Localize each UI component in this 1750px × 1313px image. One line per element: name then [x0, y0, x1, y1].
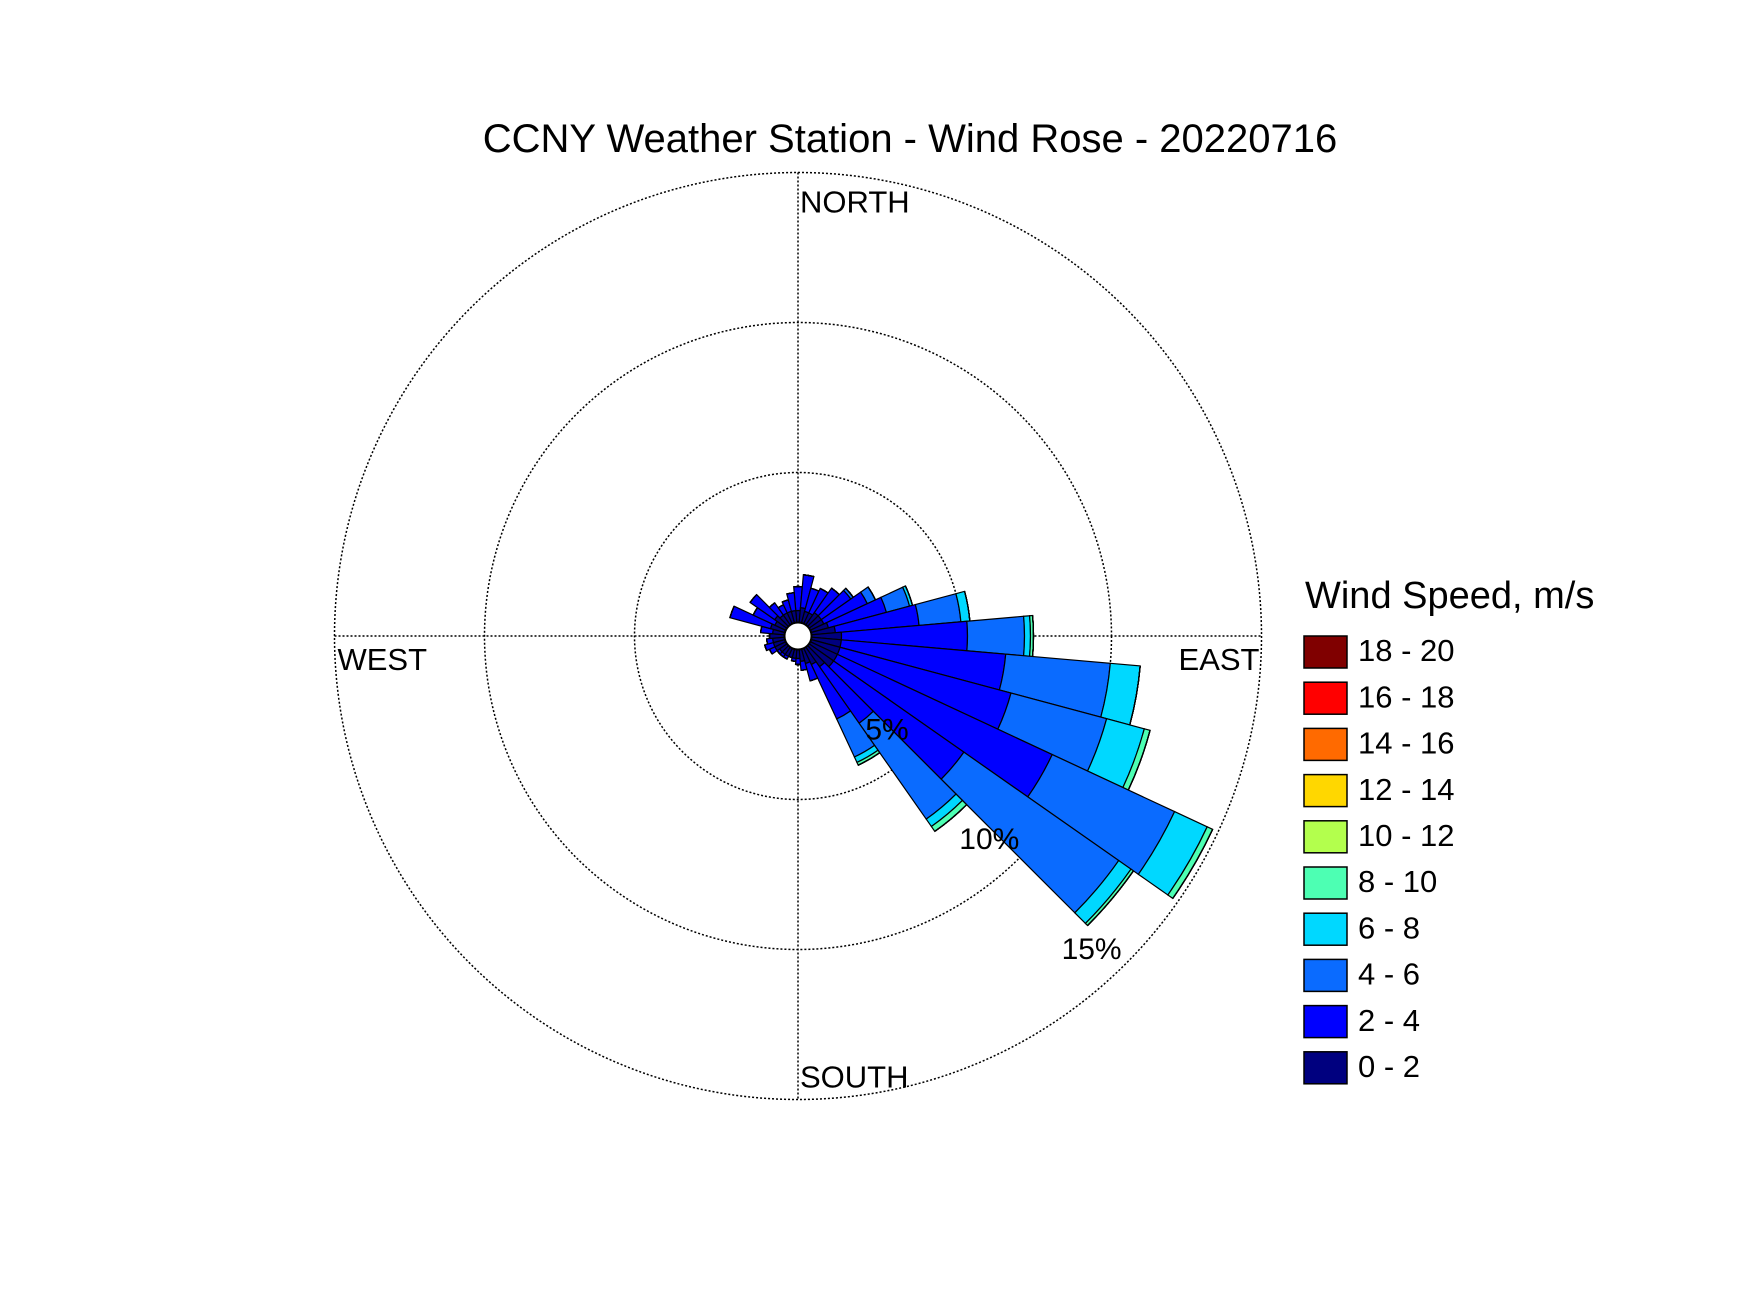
legend-swatch: [1303, 958, 1348, 993]
legend-swatch: [1303, 635, 1348, 669]
legend-swatch: [1303, 1051, 1348, 1085]
petal-segment: [791, 660, 796, 663]
petal-segment: [749, 594, 758, 603]
legend-label: 16 - 18: [1358, 679, 1455, 714]
legend-label: 2 - 4: [1358, 1003, 1420, 1038]
legend-label: 6 - 8: [1358, 910, 1420, 945]
legend-swatch: [1303, 681, 1348, 715]
legend-label: 4 - 6: [1358, 957, 1420, 992]
r-tick-label: 15%: [1062, 933, 1122, 966]
petal-segment: [800, 668, 808, 671]
direction-label: EAST: [1179, 642, 1260, 677]
direction-label: NORTH: [800, 185, 910, 220]
legend-swatch: [1303, 727, 1348, 762]
r-tick-label: 10%: [959, 823, 1019, 856]
legend-swatch: [1303, 773, 1348, 808]
legend-swatch: [1303, 1004, 1348, 1039]
legend-swatch: [1303, 912, 1348, 946]
petal-segment: [803, 574, 815, 578]
grid-ring: [333, 171, 1263, 1101]
chart-title: CCNY Weather Station - Wind Rose - 20220…: [483, 117, 1338, 161]
legend-title: Wind Speed, m/s: [1305, 575, 1594, 617]
legend-label: 0 - 2: [1358, 1049, 1420, 1084]
legend-label: 8 - 10: [1358, 864, 1437, 899]
legend-label: 10 - 12: [1358, 818, 1455, 853]
direction-label: SOUTH: [800, 1060, 909, 1095]
legend-label: 14 - 16: [1358, 726, 1455, 761]
legend-label: 12 - 14: [1358, 772, 1455, 807]
petals: [729, 574, 1214, 927]
direction-label: WEST: [338, 642, 428, 677]
petal-segment: [1087, 870, 1134, 926]
legend-swatch: [1303, 866, 1348, 900]
center-hole: [783, 621, 813, 651]
petal-segment: [966, 615, 1026, 657]
legend-label: 18 - 20: [1358, 633, 1455, 668]
r-tick-label: 5%: [865, 713, 908, 746]
grid-ring: [483, 321, 1113, 951]
legend-swatch: [1303, 820, 1348, 854]
